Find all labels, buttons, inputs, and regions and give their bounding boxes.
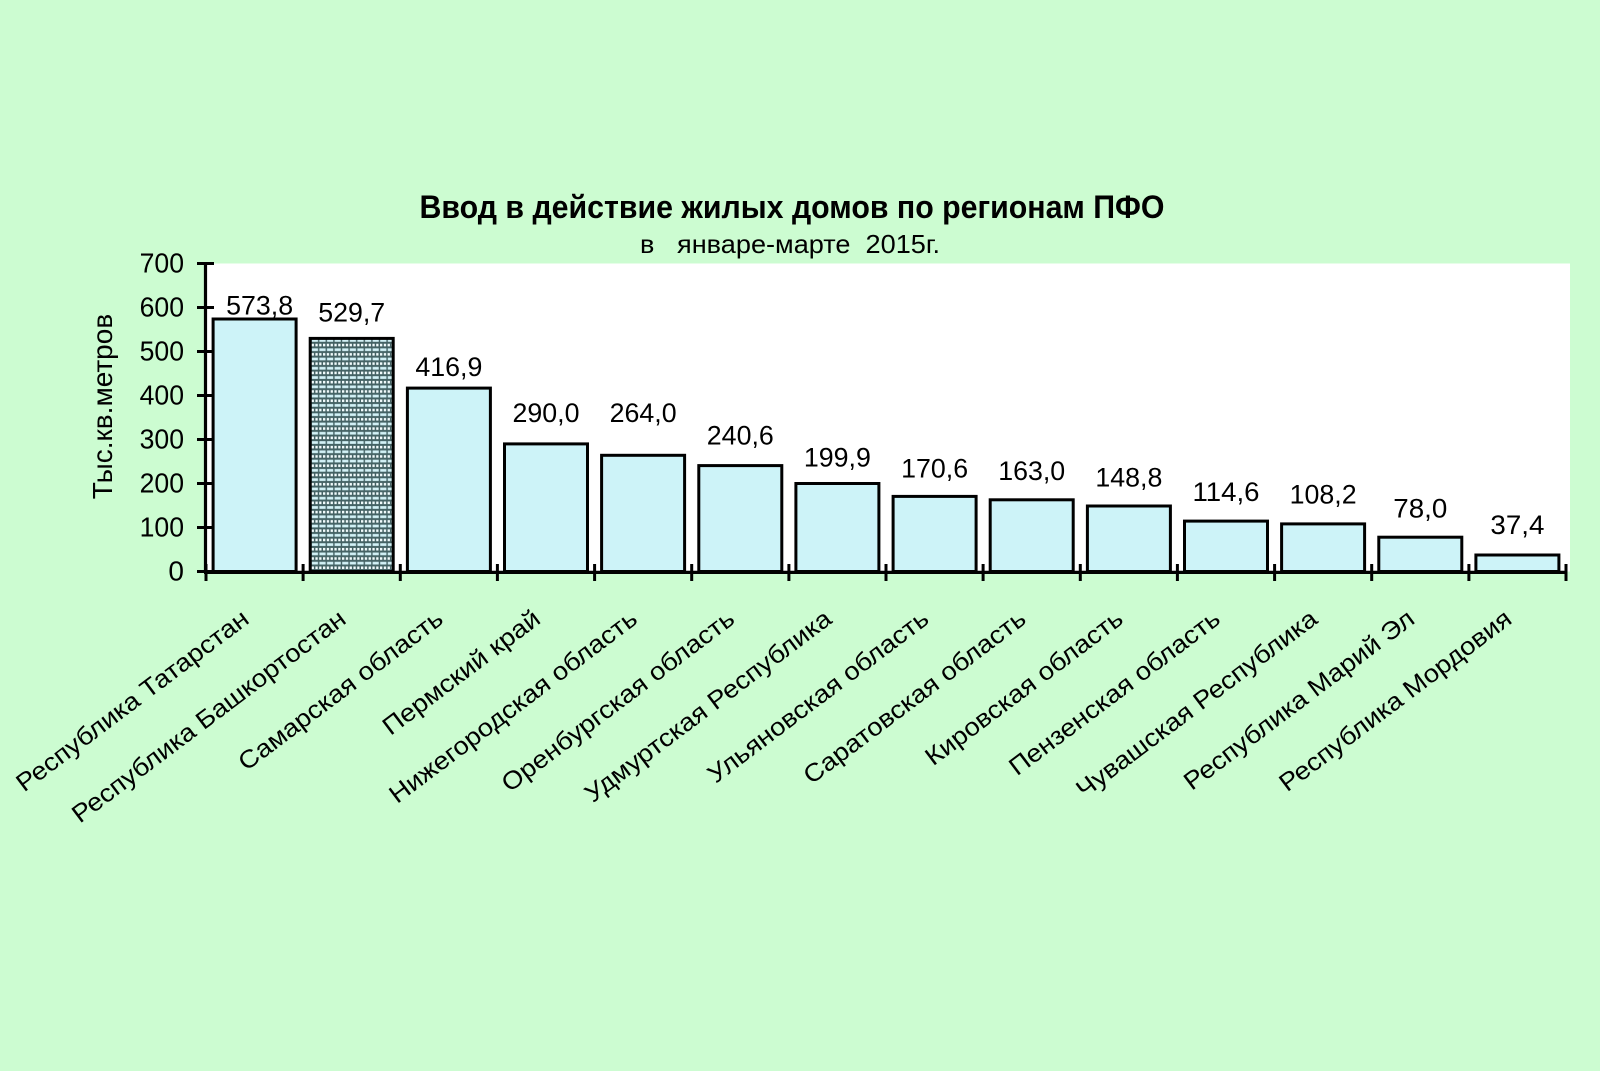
svg-text:37,4: 37,4 (1490, 510, 1544, 540)
svg-text:78,0: 78,0 (1393, 493, 1447, 523)
svg-text:400: 400 (140, 380, 184, 411)
svg-text:264,0: 264,0 (610, 398, 677, 428)
svg-text:300: 300 (140, 424, 184, 455)
svg-text:200: 200 (140, 468, 184, 499)
svg-text:199,9: 199,9 (804, 442, 871, 472)
svg-text:0: 0 (168, 556, 184, 587)
svg-text:Ввод в действие жилых домов по: Ввод в действие жилых домов по регионам … (420, 189, 1165, 225)
svg-text:148,8: 148,8 (1095, 462, 1162, 492)
svg-text:573,8: 573,8 (226, 290, 293, 320)
svg-text:240,6: 240,6 (707, 420, 774, 450)
svg-text:500: 500 (140, 336, 184, 367)
svg-text:114,6: 114,6 (1193, 477, 1260, 507)
svg-text:170,6: 170,6 (901, 454, 968, 484)
svg-text:108,2: 108,2 (1290, 479, 1357, 509)
svg-text:416,9: 416,9 (415, 352, 482, 382)
svg-text:700: 700 (140, 248, 184, 279)
svg-text:100: 100 (140, 512, 184, 543)
svg-text:600: 600 (140, 292, 184, 323)
svg-text:529,7: 529,7 (318, 297, 385, 327)
svg-text:290,0: 290,0 (513, 398, 580, 428)
svg-text:Тыс.кв.метров: Тыс.кв.метров (87, 314, 118, 499)
svg-text:в январе-марте 2015г.: в январе-марте 2015г. (640, 229, 940, 259)
svg-text:163,0: 163,0 (998, 456, 1065, 486)
